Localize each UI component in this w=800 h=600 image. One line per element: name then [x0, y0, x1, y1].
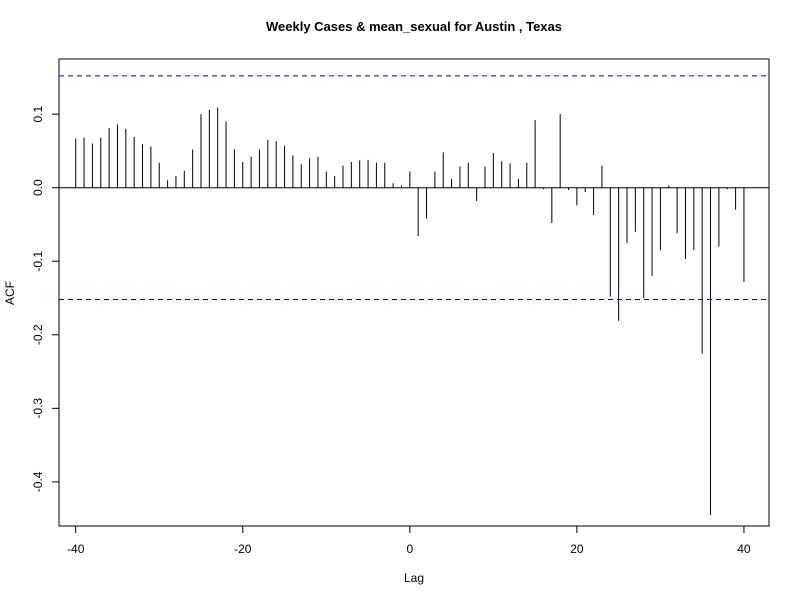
x-axis-title: Lag — [404, 571, 424, 585]
y-tick-label: -0.4 — [31, 471, 45, 492]
plot-frame — [58, 58, 770, 527]
x-tick-label: 0 — [406, 542, 413, 556]
y-tick-label: 0.0 — [31, 179, 45, 196]
y-axis: -0.4 -0.3 -0.2 -0.1 0.0 0.1 — [31, 105, 60, 492]
x-axis: -40 -20 0 20 40 — [67, 525, 751, 556]
y-tick-label: -0.1 — [31, 251, 45, 272]
x-tick-label: -40 — [67, 542, 85, 556]
y-axis-title: ACF — [3, 281, 17, 305]
y-tick-label: -0.2 — [31, 324, 45, 345]
chart-title: Weekly Cases & mean_sexual for Austin , … — [266, 19, 562, 34]
x-tick-label: 20 — [570, 542, 584, 556]
x-tick-label: -20 — [234, 542, 252, 556]
acf-bars — [75, 107, 745, 515]
x-tick-label: 40 — [737, 542, 751, 556]
y-tick-label: 0.1 — [31, 105, 45, 122]
y-tick-label: -0.3 — [31, 398, 45, 419]
